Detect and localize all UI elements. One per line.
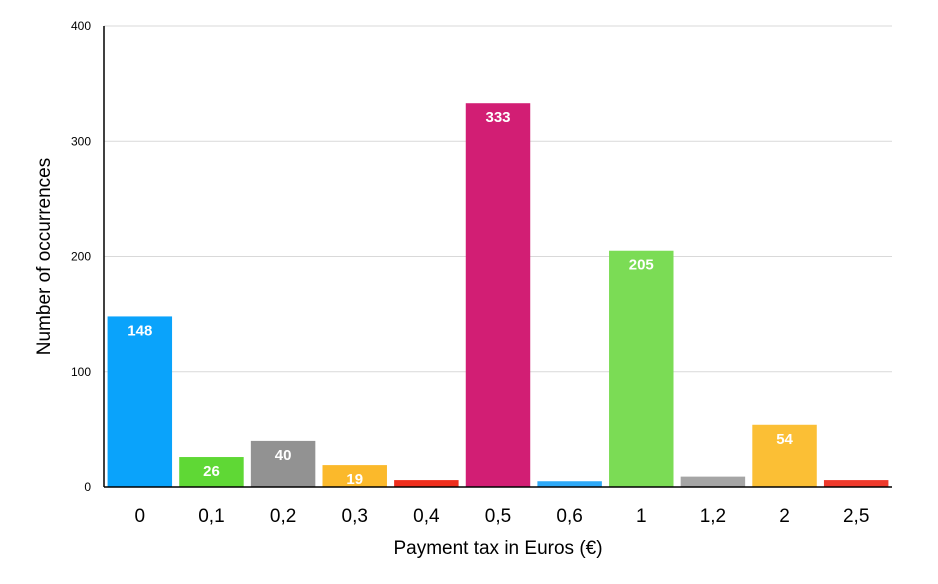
x-tick-label: 0,4 xyxy=(413,506,440,527)
bar-0-5 xyxy=(465,103,531,487)
bar-1-2 xyxy=(680,476,746,487)
y-tick-label: 400 xyxy=(71,19,91,33)
x-tick-label: 0,5 xyxy=(485,506,511,527)
x-axis-title: Payment tax in Euros (€) xyxy=(393,538,602,559)
x-tick-label: 2 xyxy=(779,506,790,527)
bar-0 xyxy=(107,316,173,487)
x-tick-label: 2,5 xyxy=(843,506,869,527)
bar-1 xyxy=(609,250,674,487)
x-tick-label: 0,1 xyxy=(198,506,224,527)
x-tick-label: 1,2 xyxy=(700,506,726,527)
data-label: 54 xyxy=(776,431,793,448)
bar-0-6 xyxy=(537,481,602,487)
bars xyxy=(107,103,889,487)
data-label: 148 xyxy=(127,322,152,339)
bar-0-4 xyxy=(394,480,459,487)
bar-0-1 xyxy=(179,457,244,487)
data-label: 205 xyxy=(629,257,654,274)
x-tick-label: 0 xyxy=(135,506,146,527)
y-tick-label: 0 xyxy=(84,480,91,494)
data-label: 19 xyxy=(346,471,363,488)
data-labels: 148 26 40 19 333 205 54 xyxy=(127,109,793,488)
x-tick-label: 0,6 xyxy=(556,506,582,527)
data-label: 26 xyxy=(203,463,220,480)
x-axis-ticks: 0 0,1 0,2 0,3 0,4 0,5 0,6 1 1,2 2 2,5 xyxy=(135,506,870,527)
y-tick-label: 300 xyxy=(71,134,91,148)
y-tick-label: 100 xyxy=(71,365,91,379)
data-label: 40 xyxy=(275,447,292,464)
bar-0-3 xyxy=(322,465,387,487)
bar-2-5 xyxy=(823,480,889,487)
bar-2 xyxy=(752,424,817,487)
y-axis-title: Number of occurrences xyxy=(34,158,55,355)
data-label: 333 xyxy=(485,109,510,126)
y-tick-label: 200 xyxy=(71,250,91,264)
bar-0-2 xyxy=(250,440,316,487)
x-tick-label: 0,3 xyxy=(342,506,368,527)
x-tick-label: 1 xyxy=(636,506,647,527)
x-tick-label: 0,2 xyxy=(270,506,296,527)
y-axis-ticks: 0 100 200 300 400 xyxy=(71,19,91,494)
